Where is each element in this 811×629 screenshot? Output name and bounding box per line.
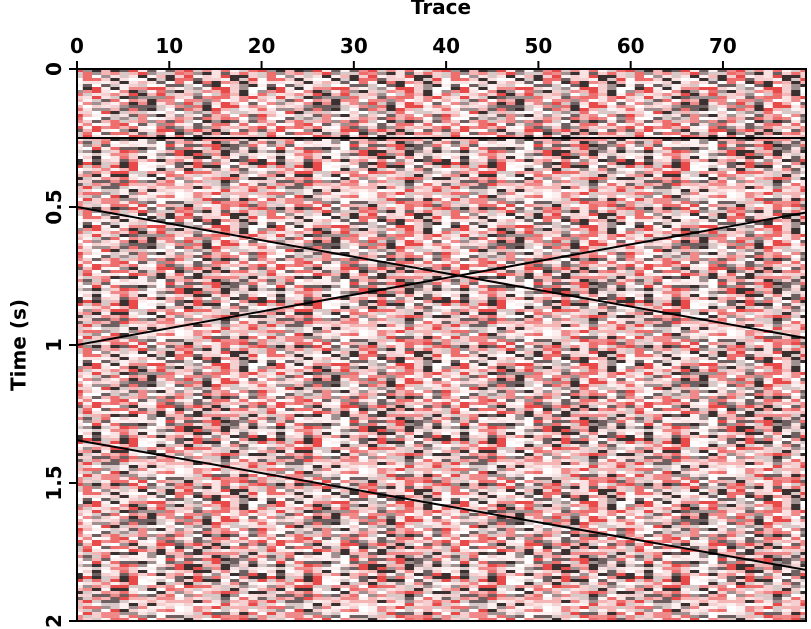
x-tick-label: 70	[709, 34, 737, 58]
x-tick-label: 40	[432, 34, 460, 58]
y-tick-label: 1	[42, 338, 66, 352]
x-tick-label: 0	[70, 34, 84, 58]
x-tick-label: 10	[155, 34, 183, 58]
noise-texture	[77, 69, 806, 621]
x-tick-label: 30	[340, 34, 368, 58]
y-tick-label: 2	[42, 614, 66, 628]
x-tick-label: 60	[617, 34, 645, 58]
y-tick-label: 0	[42, 62, 66, 76]
marks	[76, 137, 807, 571]
x-tick-label: 50	[524, 34, 552, 58]
x-axis-label: Trace	[411, 0, 471, 19]
y-axis-label: Time (s)	[7, 299, 31, 391]
event-line	[76, 439, 807, 571]
event-line	[76, 206, 807, 340]
y-tick-label: 0.5	[42, 189, 66, 224]
x-tick-label: 20	[248, 34, 276, 58]
event-line	[76, 211, 807, 346]
y-tick-label: 1.5	[42, 465, 66, 500]
